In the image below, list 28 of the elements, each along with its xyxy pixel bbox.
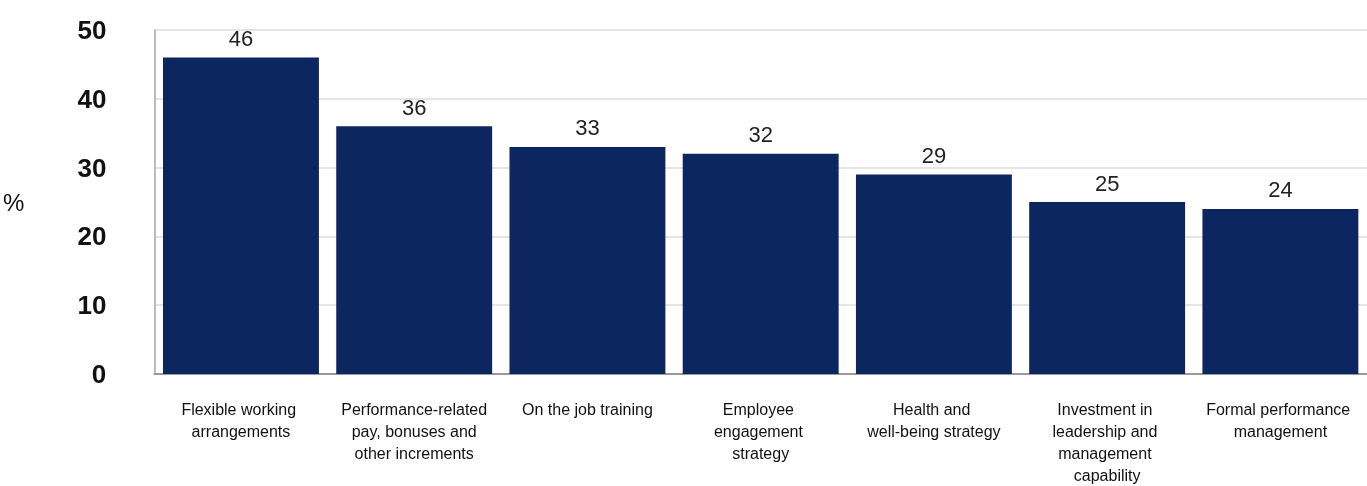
x-tick-label: Flexible working arrangements (181, 400, 301, 440)
y-tick-label: 0 (91, 359, 107, 389)
bar (163, 57, 319, 374)
y-tick-label: 20 (77, 221, 107, 252)
bar (336, 126, 493, 374)
bar (509, 146, 666, 374)
y-tick-label: 40 (77, 83, 107, 114)
data-label: 24 (1268, 177, 1293, 203)
bar (1202, 208, 1359, 374)
bar (1029, 202, 1186, 374)
data-label: 46 (228, 26, 254, 52)
x-tick-label: Health and well-being strategy (866, 400, 1001, 440)
x-tick-label: Employee engagement strategy (713, 400, 808, 462)
x-tick-label: Investment in leadership and management capability (1052, 400, 1162, 484)
y-tick-label: 30 (77, 152, 107, 183)
bar (682, 153, 839, 374)
y-axis-title: % (3, 188, 25, 216)
data-label: 25 (1094, 170, 1120, 196)
data-label: 29 (921, 142, 947, 168)
data-label: 32 (748, 122, 773, 148)
bar (855, 174, 1012, 374)
y-tick-label: 50 (77, 15, 107, 45)
x-tick-label: Performance-related pay, bonuses and other increments (341, 400, 488, 462)
x-tick-label: On the job training (522, 400, 653, 418)
data-label: 36 (401, 94, 427, 120)
x-tick-label: Formal performance management (1206, 400, 1355, 440)
y-tick-label: 10 (77, 290, 107, 321)
data-label: 33 (575, 115, 600, 141)
